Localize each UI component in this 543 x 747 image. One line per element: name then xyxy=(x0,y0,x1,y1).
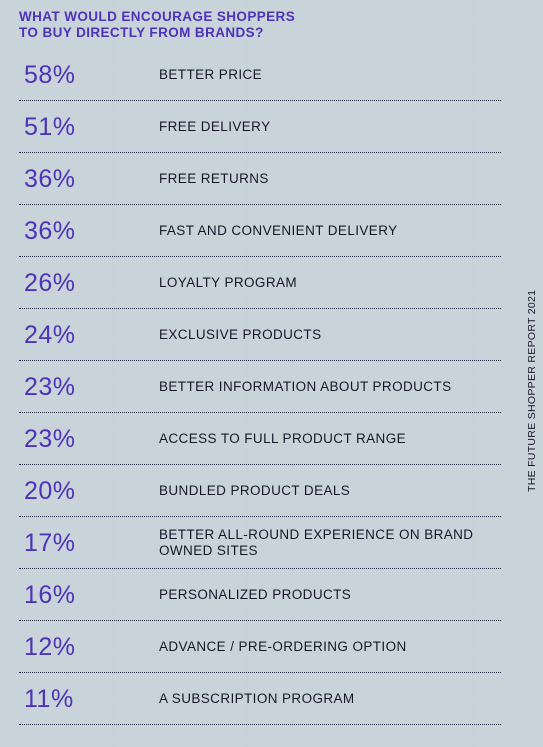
row-label: FAST AND CONVENIENT DELIVERY xyxy=(159,223,398,238)
percent-value: 16% xyxy=(24,581,76,609)
row-label: PERSONALIZED PRODUCTS xyxy=(159,587,352,602)
table-row: 17% BETTER ALL-ROUND EXPERIENCE ON BRAND … xyxy=(19,518,501,569)
percent-value: 24% xyxy=(24,321,76,349)
source-label: THE FUTURE SHOPPER REPORT 2021 xyxy=(526,289,538,492)
row-label: EXCLUSIVE PRODUCTS xyxy=(159,327,322,342)
table-row: 51% FREE DELIVERY xyxy=(19,102,501,153)
table-row: 20% BUNDLED PRODUCT DEALS xyxy=(19,466,501,517)
percent-value: 20% xyxy=(24,477,76,505)
row-label: BETTER ALL-ROUND EXPERIENCE ON BRAND OWN… xyxy=(159,527,474,558)
table-row: 23% ACCESS TO FULL PRODUCT RANGE xyxy=(19,414,501,465)
table-row: 26% LOYALTY PROGRAM xyxy=(19,258,501,309)
percent-value: 12% xyxy=(24,633,76,661)
table-row: 58% BETTER PRICE xyxy=(19,50,501,101)
row-label: BETTER INFORMATION ABOUT PRODUCTS xyxy=(159,379,452,394)
table-row: 36% FREE RETURNS xyxy=(19,154,501,205)
percent-value: 26% xyxy=(24,269,76,297)
row-label: BETTER PRICE xyxy=(159,67,263,82)
table-row: 36% FAST AND CONVENIENT DELIVERY xyxy=(19,206,501,257)
table-row: 16% PERSONALIZED PRODUCTS xyxy=(19,570,501,621)
table-row: 23% BETTER INFORMATION ABOUT PRODUCTS xyxy=(19,362,501,413)
table-row: 24% EXCLUSIVE PRODUCTS xyxy=(19,310,501,361)
table-row: 12% ADVANCE / PRE-ORDERING OPTION xyxy=(19,622,501,673)
percent-value: 17% xyxy=(24,529,76,557)
row-label: ACCESS TO FULL PRODUCT RANGE xyxy=(159,431,407,446)
table-row: 11% A SUBSCRIPTION PROGRAM xyxy=(19,674,501,725)
percent-value: 51% xyxy=(24,113,76,141)
percent-value: 23% xyxy=(24,373,76,401)
row-label: FREE RETURNS xyxy=(159,171,269,186)
row-label: A SUBSCRIPTION PROGRAM xyxy=(159,691,355,706)
results-table: 58% BETTER PRICE 51% FREE DELIVERY 36% FREE R… xyxy=(19,50,501,726)
row-label: FREE DELIVERY xyxy=(159,119,271,134)
chart-title: WHAT WOULD ENCOURAGE SHOPPERS TO BUY DIR… xyxy=(19,9,296,40)
row-label: LOYALTY PROGRAM xyxy=(159,275,298,290)
percent-value: 11% xyxy=(24,685,74,713)
percent-value: 36% xyxy=(24,217,76,245)
row-label: ADVANCE / PRE-ORDERING OPTION xyxy=(159,639,407,654)
percent-value: 36% xyxy=(24,165,76,193)
percent-value: 58% xyxy=(24,61,76,89)
percent-value: 23% xyxy=(24,425,76,453)
row-label: BUNDLED PRODUCT DEALS xyxy=(159,483,351,498)
